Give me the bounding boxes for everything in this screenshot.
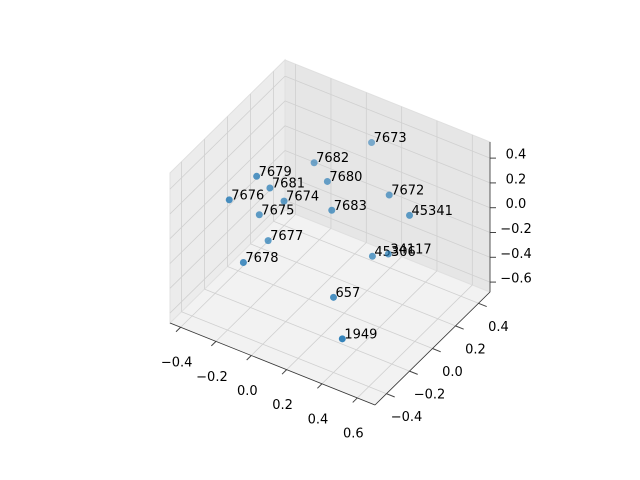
grid-line: [169, 100, 286, 215]
point: [253, 172, 261, 180]
z-tick-label: 0.0: [506, 197, 527, 212]
grid-line: [250, 243, 456, 327]
point-label: 45341: [412, 204, 453, 219]
point-label: 1949: [344, 327, 377, 342]
y-tick: [455, 325, 464, 330]
point-label: 7680: [329, 170, 362, 185]
y-tick-label: 0.4: [488, 320, 509, 335]
grid-line: [284, 174, 491, 258]
axis-line: [169, 322, 376, 406]
point: [338, 335, 346, 343]
point: [328, 206, 336, 214]
x-tick: [210, 341, 217, 347]
point-label: 7682: [316, 151, 349, 166]
z-tick-label: 0.2: [506, 172, 527, 187]
x-tick-label: −0.2: [196, 370, 228, 385]
x-tick-label: 0.0: [237, 384, 258, 399]
y-tick: [386, 393, 395, 398]
point-label: 7678: [245, 251, 278, 266]
y-tick-label: 0.0: [442, 365, 463, 380]
point: [280, 197, 288, 205]
point-label: 45306: [374, 245, 415, 260]
y-tick-label: 0.2: [465, 342, 486, 357]
grid-line: [181, 311, 387, 395]
z-tick-label: 0.4: [506, 148, 527, 163]
point-label: 657: [336, 286, 361, 301]
grid-line: [227, 266, 433, 349]
point-label: 34117: [390, 242, 431, 257]
x-tick: [175, 326, 181, 333]
point: [384, 250, 392, 258]
x-tick: [246, 355, 252, 361]
point: [330, 293, 338, 301]
y-tick-label: −0.4: [391, 410, 423, 425]
grid-line: [284, 75, 491, 159]
point-label: 7683: [334, 199, 367, 214]
point-label: 7676: [231, 188, 264, 203]
point: [385, 191, 393, 199]
point: [323, 177, 331, 185]
y-tick: [409, 370, 418, 375]
x-tick-label: 0.6: [343, 426, 364, 441]
point: [368, 252, 376, 260]
grid-line: [169, 75, 286, 190]
z-tick-label: −0.6: [500, 272, 532, 287]
point: [368, 139, 376, 147]
x-tick-label: −0.4: [161, 356, 193, 371]
x-tick-label: 0.2: [272, 398, 293, 413]
point-label: 7673: [374, 131, 407, 146]
point: [266, 184, 274, 192]
axis-line: [374, 291, 491, 406]
point-label: 7679: [259, 165, 292, 180]
x-tick-label: 0.4: [308, 412, 329, 427]
grid-line: [169, 150, 286, 264]
point-label: 7674: [286, 190, 319, 205]
point-label: 7675: [261, 203, 294, 218]
point: [255, 211, 263, 219]
x-tick: [352, 397, 358, 403]
z-tick-label: −0.2: [500, 222, 532, 237]
point-label: 7681: [272, 177, 305, 192]
grid-line: [169, 175, 286, 289]
z-tick-label: −0.4: [500, 247, 532, 262]
point: [239, 259, 247, 267]
point-label: 7672: [391, 184, 424, 199]
x-tick: [317, 383, 323, 389]
grid-line: [169, 125, 286, 239]
grid-line: [284, 100, 491, 184]
grid-line: [284, 199, 491, 283]
y-tick-label: −0.2: [414, 388, 446, 403]
point: [225, 196, 233, 204]
grid-line: [273, 220, 479, 304]
point: [264, 237, 272, 245]
x-tick: [281, 369, 287, 375]
grid-line: [284, 150, 491, 233]
point: [310, 159, 318, 167]
grid-line: [284, 125, 491, 209]
point: [406, 211, 414, 219]
y-tick: [478, 302, 487, 308]
y-tick: [432, 348, 441, 353]
grid-line: [204, 288, 410, 372]
point-label: 7677: [270, 229, 303, 244]
grid-line: [169, 199, 286, 314]
